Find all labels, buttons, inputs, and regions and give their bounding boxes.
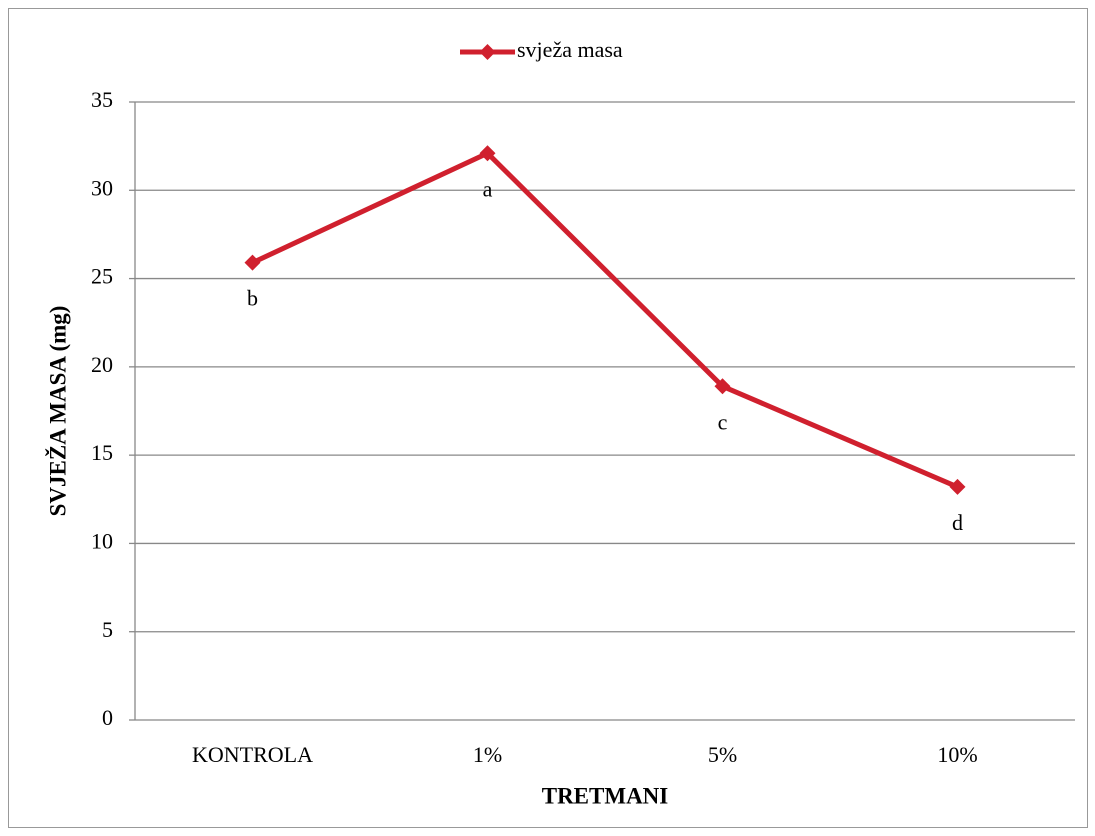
y-tick-label: 35: [91, 87, 113, 112]
data-point: [949, 478, 966, 495]
y-tick-label: 30: [91, 175, 113, 200]
x-tick-label: KONTROLA: [192, 742, 313, 767]
y-tick-label: 10: [91, 528, 113, 553]
data-point: [244, 254, 261, 271]
y-tick-label: 25: [91, 264, 113, 289]
x-axis-title: TRETMANI: [542, 783, 669, 808]
point-label: a: [483, 176, 493, 201]
chart-frame: [8, 8, 1088, 828]
y-tick-label: 20: [91, 352, 113, 377]
y-tick-label: 0: [102, 705, 113, 730]
y-tick-label: 15: [91, 440, 113, 465]
point-label: d: [952, 510, 963, 535]
data-point: [714, 378, 731, 395]
x-tick-label: 1%: [473, 742, 502, 767]
y-tick-label: 5: [102, 617, 113, 642]
y-axis-title: SVJEŽA MASA (mg): [44, 306, 70, 517]
legend-label: svježa masa: [517, 37, 623, 62]
x-tick-label: 5%: [708, 742, 737, 767]
point-label: b: [247, 286, 258, 311]
point-label: c: [718, 409, 728, 434]
series-line: [251, 150, 959, 490]
x-tick-label: 10%: [937, 742, 977, 767]
legend-marker: [479, 44, 496, 60]
data-point: [479, 145, 496, 162]
